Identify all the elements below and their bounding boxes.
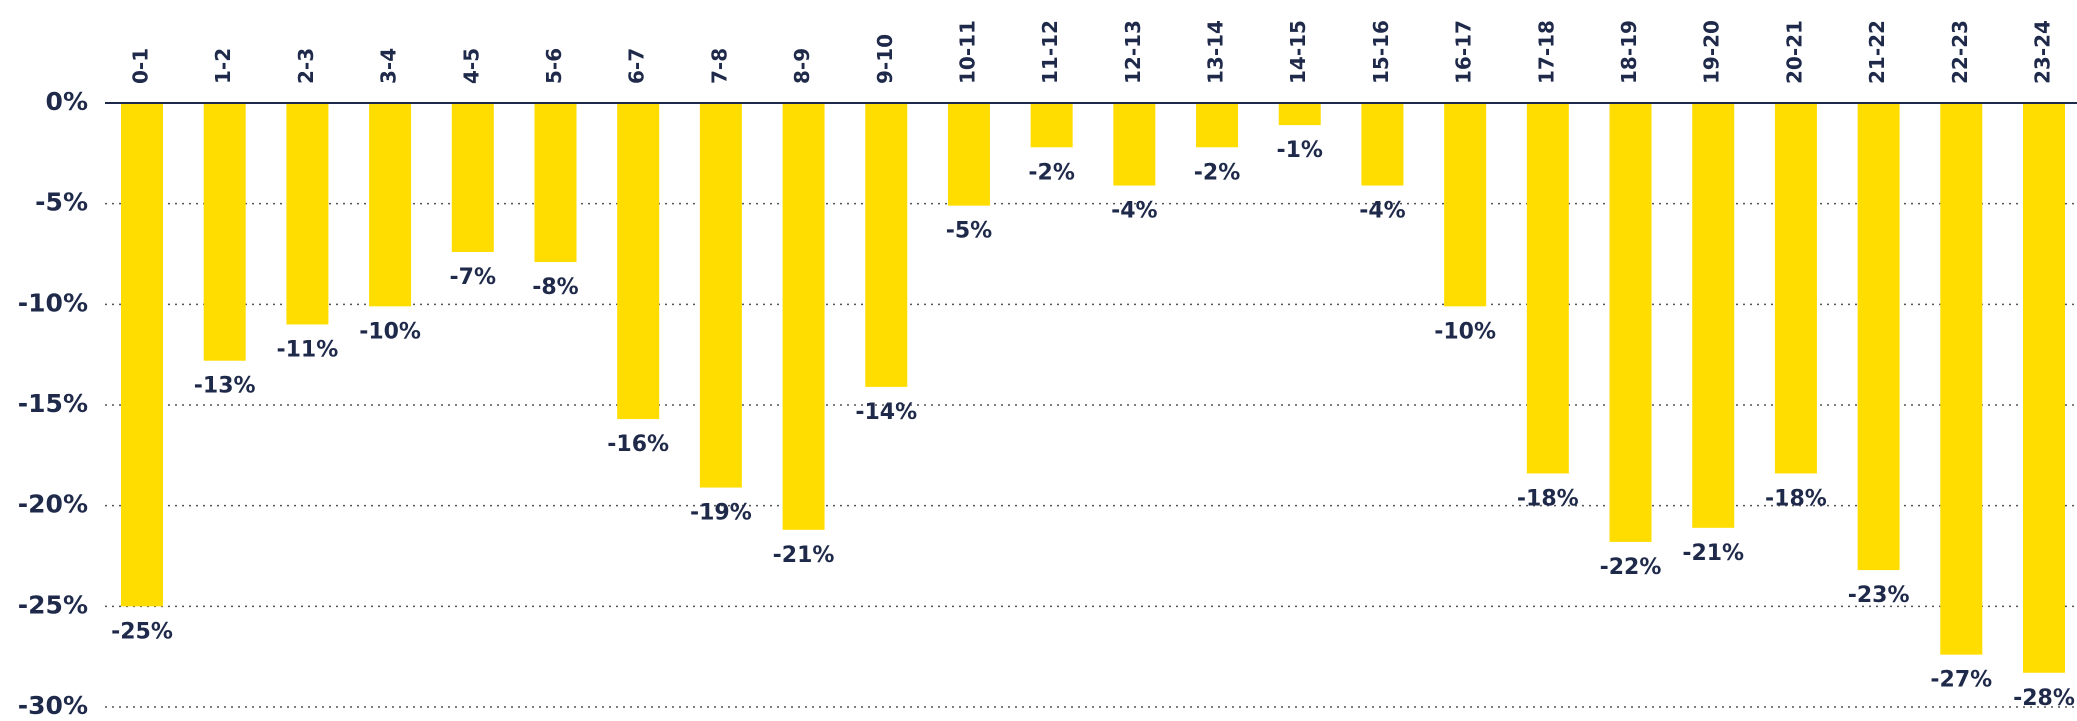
x-tick-label: 0-1 [129,48,153,84]
y-tick-label: -30% [18,691,88,720]
x-tick-label: 11-12 [1038,20,1062,84]
value-label: -18% [1517,486,1579,511]
y-tick-label: 0% [46,87,88,116]
value-label: -4% [1359,199,1405,224]
x-tick-label: 8-9 [790,48,814,84]
bar [1940,103,1983,655]
value-label: -21% [1682,541,1744,566]
x-tick-label: 10-11 [955,20,979,84]
value-label: -11% [276,337,338,362]
x-tick-label: 9-10 [873,34,897,84]
bar [865,103,908,387]
bar [1774,103,1817,474]
bar [121,103,163,607]
y-tick-label: -5% [35,188,88,217]
x-tick-label: 15-16 [1369,20,1393,84]
bar [1361,103,1404,186]
value-label: -16% [607,432,669,457]
value-label: -5% [946,219,992,244]
value-label: -7% [450,265,496,290]
bar [1444,103,1487,307]
value-label: -8% [532,275,578,300]
value-label: -1% [1276,138,1322,163]
bar [286,103,329,325]
bar [1857,103,1900,571]
bar [699,103,742,488]
bar [782,103,825,530]
value-label: -23% [1848,583,1910,608]
bar [534,103,577,263]
bar [203,103,246,361]
x-tick-label: 17-18 [1534,20,1558,84]
bar [1278,103,1321,126]
x-tick-label: 16-17 [1452,20,1476,84]
bar [1692,103,1735,528]
value-label: -18% [1765,486,1827,511]
value-label: -13% [194,374,256,399]
value-label: -14% [855,400,917,425]
value-label: -22% [1600,555,1662,580]
bar [451,103,494,252]
y-tick-label: -25% [18,590,88,619]
bar [1113,103,1156,186]
bar [1196,103,1239,148]
bar [2023,103,2065,673]
value-label: -4% [1111,199,1157,224]
bar [1526,103,1569,474]
bar [1030,103,1073,148]
x-tick-label: 23-24 [2031,20,2055,84]
value-label: -10% [1434,319,1496,344]
bar [1609,103,1652,542]
value-label: -25% [111,619,173,644]
value-label: -10% [359,319,421,344]
value-label: -28% [2013,686,2075,711]
y-tick-label: -15% [18,389,88,418]
x-tick-label: 1-2 [211,48,235,84]
y-tick-label: -20% [18,490,88,519]
x-tick-label: 3-4 [377,48,401,84]
bar [617,103,660,420]
x-tick-label: 14-15 [1286,20,1310,84]
value-label: -2% [1194,160,1240,185]
value-label: -19% [690,501,752,526]
x-tick-label: 7-8 [707,48,731,84]
value-label: -2% [1028,160,1074,185]
bar [947,103,990,206]
x-tick-label: 20-21 [1782,20,1806,84]
x-tick-label: 12-13 [1121,20,1145,84]
x-tick-label: 5-6 [542,48,566,84]
x-tick-label: 18-19 [1617,20,1641,84]
value-label: -21% [773,543,835,568]
x-tick-label: 6-7 [625,48,649,84]
x-tick-label: 22-23 [1948,20,1972,84]
value-label: -27% [1930,668,1992,693]
y-tick-label: -10% [18,288,88,317]
x-tick-label: 4-5 [459,48,483,84]
x-tick-label: 19-20 [1700,20,1724,84]
x-tick-label: 21-22 [1865,20,1889,84]
bar [369,103,412,307]
x-tick-label: 2-3 [294,48,318,84]
x-tick-label: 13-14 [1204,20,1228,84]
